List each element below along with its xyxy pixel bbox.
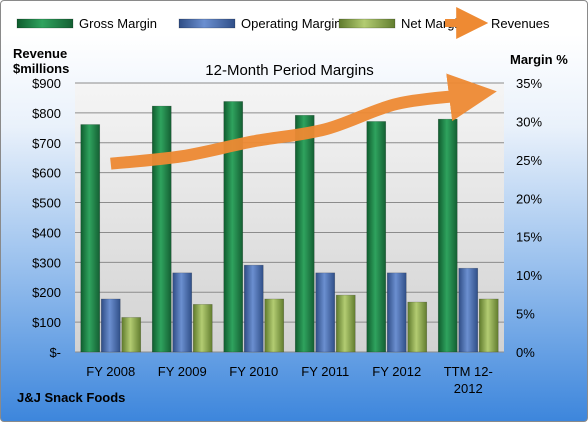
x-tick-label: FY 2009 xyxy=(158,364,207,379)
y-tick-label-right: 30% xyxy=(516,114,542,129)
bar-operating-margin xyxy=(172,272,193,353)
x-tick-label: FY 2012 xyxy=(372,364,421,379)
bar-net-margin xyxy=(192,304,213,353)
left-axis-title: $millions xyxy=(13,61,69,76)
bar-operating-margin xyxy=(458,267,479,353)
company-label: J&J Snack Foods xyxy=(17,390,125,405)
x-tick-label: FY 2010 xyxy=(229,364,278,379)
bar-gross-margin xyxy=(223,101,244,353)
bar-operating-margin xyxy=(100,298,121,353)
y-tick-label-right: 15% xyxy=(516,230,542,245)
x-tick-label: FY 2008 xyxy=(86,364,135,379)
bar-gross-margin xyxy=(80,124,101,353)
y-tick-label-left: $900 xyxy=(32,76,61,91)
y-tick-label-left: $500 xyxy=(32,196,61,211)
bar-operating-margin xyxy=(315,272,336,353)
right-axis-title: Margin % xyxy=(510,52,568,67)
y-tick-label-left: $200 xyxy=(32,285,61,300)
legend-label: Revenues xyxy=(491,16,550,31)
legend: Gross Margin Operating Margin Net Margin Re… xyxy=(16,7,550,39)
x-tick-label: FY 2011 xyxy=(301,364,349,379)
bar-net-margin xyxy=(407,301,428,353)
bar-net-margin xyxy=(264,298,285,353)
bar-net-margin xyxy=(121,317,142,353)
bar-net-margin xyxy=(335,294,356,353)
x-tick-label: 2012 xyxy=(454,381,483,396)
y-tick-label-right: 35% xyxy=(516,76,542,91)
y-tick-label-left: $300 xyxy=(32,255,61,270)
legend-swatch-net-margin xyxy=(338,18,396,29)
y-tick-label-left: $100 xyxy=(32,315,61,330)
y-tick-label-left: $700 xyxy=(32,136,61,151)
y-tick-label-left: $400 xyxy=(32,225,61,240)
legend-label: Gross Margin xyxy=(79,16,157,31)
y-tick-label-left: $- xyxy=(49,345,61,360)
legend-label: Operating Margin xyxy=(241,16,341,31)
chart-labels: $- $100 $200 $300 $400 $500 $600 $700 $800 $900 0%… xyxy=(13,46,568,405)
chart-title: 12-Month Period Margins xyxy=(205,62,373,79)
bar-operating-margin xyxy=(243,264,264,353)
y-tick-label-right: 20% xyxy=(516,191,542,206)
legend-swatch-gross-margin xyxy=(16,18,74,29)
y-tick-label-right: 10% xyxy=(516,268,542,283)
y-tick-label-left: $600 xyxy=(32,166,61,181)
y-tick-label-left: $800 xyxy=(32,106,61,121)
left-axis-title: Revenue xyxy=(13,46,67,61)
bar-operating-margin xyxy=(386,272,407,353)
revenue-line xyxy=(110,73,497,170)
bar-gross-margin xyxy=(437,118,458,353)
bar-gross-margin xyxy=(366,121,387,353)
legend-swatch-operating-margin xyxy=(178,18,236,29)
x-tick-label: TTM 12- xyxy=(444,364,493,379)
bar-gross-margin xyxy=(294,114,315,353)
y-tick-label-right: 25% xyxy=(516,153,542,168)
y-tick-label-right: 5% xyxy=(516,307,535,322)
bar-net-margin xyxy=(478,298,499,353)
bar-gross-margin xyxy=(151,105,172,353)
y-tick-label-right: 0% xyxy=(516,345,535,360)
plot-background xyxy=(75,83,504,352)
plot-area xyxy=(75,73,504,353)
